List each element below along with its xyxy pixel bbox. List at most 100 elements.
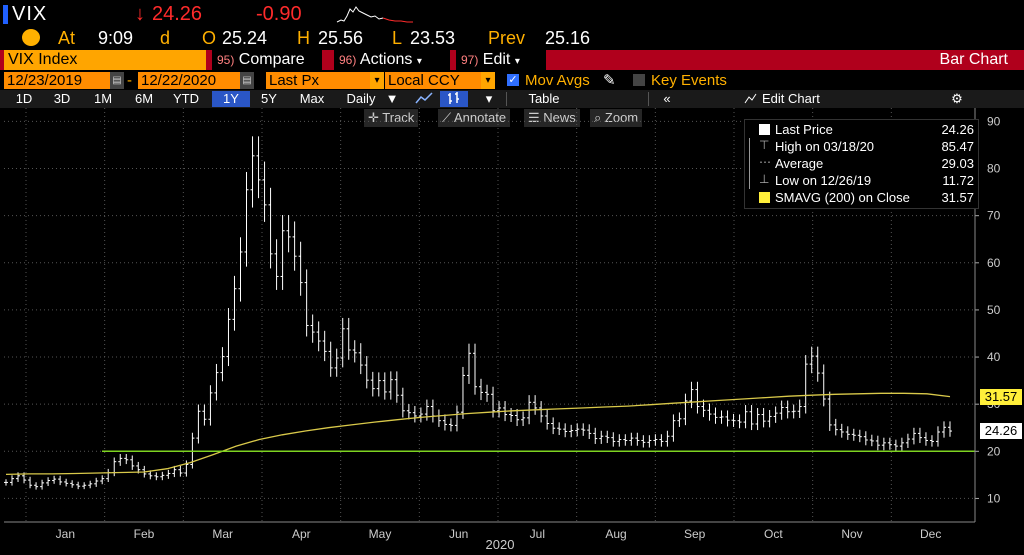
period-1d[interactable]: 1D [15, 91, 33, 106]
period-3d[interactable]: 3D [53, 91, 71, 106]
x-tick-label: Apr [292, 527, 311, 541]
price-bar [322, 330, 327, 362]
calendar-icon[interactable]: ▤ [110, 72, 124, 89]
currency-select[interactable]: Local CCY [385, 72, 481, 89]
price-bar [196, 404, 201, 444]
security-field[interactable]: VIX Index [4, 50, 206, 70]
price-bar [491, 386, 496, 418]
legend-sma-value: 31.57 [941, 190, 974, 205]
edit-chart-icon[interactable] [740, 91, 760, 107]
chevron-down-icon[interactable]: ▾ [370, 72, 384, 89]
price-bar [472, 343, 477, 395]
price-bar [214, 363, 219, 401]
price-bar [755, 408, 760, 431]
price-bar [460, 366, 465, 419]
price-bar [863, 431, 868, 446]
chart-type-title: Bar Chart [939, 51, 1008, 68]
period-5y[interactable]: 5Y [261, 91, 277, 106]
price-bar [941, 421, 946, 438]
price-bar [948, 421, 952, 437]
price-bar [665, 430, 670, 447]
price-bar [521, 411, 526, 427]
price-bar [893, 439, 898, 452]
low-marker-icon: ⊥ [759, 172, 770, 186]
cursor-marker [3, 5, 8, 24]
price-bar [70, 480, 75, 488]
price-bar [310, 314, 315, 343]
edit-button[interactable]: 97) Edit ▾ [456, 50, 546, 70]
edit-chart-button[interactable]: Edit Chart [762, 91, 820, 106]
period-ytd[interactable]: YTD [173, 91, 199, 106]
price-bar [118, 454, 123, 466]
table-button[interactable]: Table [528, 91, 560, 106]
news-label: News [543, 110, 576, 125]
legend-low-label: Low on 12/26/19 [775, 173, 872, 188]
sma-line [5, 392, 951, 476]
collapse-icon[interactable]: « [663, 91, 671, 106]
crosshair-icon: ✛ [368, 110, 383, 125]
price-bar [647, 435, 652, 448]
price-bar [797, 399, 802, 418]
mov-avgs-label: Mov Avgs [525, 72, 590, 89]
price-bar [340, 317, 345, 368]
price-bar [689, 381, 694, 409]
price-bar [154, 472, 159, 481]
annotate-label: Annotate [454, 110, 507, 125]
price-bar [833, 418, 838, 436]
chevron-down-icon[interactable]: ▾ [481, 72, 495, 89]
caret-down-icon[interactable]: ▼ [385, 91, 399, 106]
y-tick-label: 50 [987, 303, 1001, 317]
price-bar [436, 409, 441, 427]
legend-average: ⋯ Average 29.03 [745, 155, 978, 172]
pencil-icon[interactable]: ✎ [603, 72, 616, 89]
price-bar [382, 372, 387, 400]
actions-button[interactable]: 96) Actions ▾ [334, 50, 450, 70]
actions-num: 96) [339, 53, 357, 67]
period-1y[interactable]: 1Y [212, 91, 250, 107]
zoom-label: Zoom [604, 110, 639, 125]
annotate-button[interactable]: ⟋ Annotate [438, 109, 511, 127]
price-bar [238, 237, 243, 302]
compare-button[interactable]: 95) Compare [212, 50, 322, 70]
period-6m[interactable]: 6M [134, 91, 154, 106]
price-bar [454, 405, 459, 432]
quote-time: 9:09 [98, 28, 134, 48]
ticker-symbol[interactable]: VIX [12, 3, 48, 25]
price-bar [641, 435, 646, 448]
price-bar [551, 417, 556, 435]
price-bar [923, 432, 928, 446]
price-bar [605, 430, 610, 444]
caret-down-icon[interactable]: ▾ [485, 91, 493, 106]
end-date-field[interactable]: 12/22/2020 [138, 72, 240, 89]
mov-avgs-checkbox[interactable]: ✓ [507, 74, 519, 86]
open-value: 25.24 [222, 28, 268, 48]
function-bar: VIX Index 95) Compare 96) Actions ▾ 97) … [0, 50, 1024, 70]
quote-d: d [160, 28, 171, 48]
chart-legend[interactable]: Last Price 24.26 ⊤ High on 03/18/20 85.4… [744, 119, 979, 209]
period-1m[interactable]: 1M [93, 91, 113, 106]
sma-price-tag: 31.57 [980, 388, 1022, 405]
price-bar [64, 478, 69, 487]
gear-icon[interactable]: ⚙ [951, 91, 963, 106]
zoom-button[interactable]: ⌕ Zoom [590, 109, 643, 127]
track-button[interactable]: ✛ Track [364, 109, 419, 127]
key-events-checkbox[interactable] [633, 74, 645, 86]
legend-avg-label: Average [775, 156, 824, 171]
price-bar [292, 221, 297, 271]
x-tick-label: Feb [134, 527, 155, 541]
line-chart-icon[interactable] [412, 91, 436, 107]
legend-tree-line [749, 155, 750, 172]
price-bar [58, 475, 63, 486]
x-tick-label: May [369, 527, 392, 541]
calendar-icon[interactable]: ▤ [240, 72, 254, 89]
field-select[interactable]: Last Px [266, 72, 370, 89]
bar-chart-icon[interactable] [440, 91, 468, 107]
start-date-field[interactable]: 12/23/2019 [4, 72, 110, 89]
price-bar [82, 482, 87, 490]
legend-last-value: 24.26 [941, 122, 974, 137]
period-max[interactable]: Max [299, 91, 325, 106]
price-bar [899, 437, 904, 452]
news-button[interactable]: ☰ News [524, 109, 580, 127]
frequency-select[interactable]: Daily [346, 91, 376, 106]
open-label: O [202, 28, 217, 48]
